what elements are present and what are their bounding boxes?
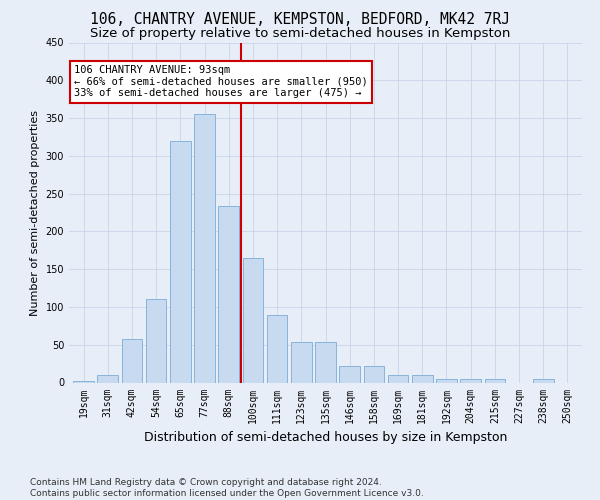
Bar — [436, 378, 457, 382]
Bar — [146, 300, 166, 382]
Bar — [315, 342, 336, 382]
Text: 106, CHANTRY AVENUE, KEMPSTON, BEDFORD, MK42 7RJ: 106, CHANTRY AVENUE, KEMPSTON, BEDFORD, … — [90, 12, 510, 28]
Text: Contains HM Land Registry data © Crown copyright and database right 2024.
Contai: Contains HM Land Registry data © Crown c… — [30, 478, 424, 498]
Bar — [485, 378, 505, 382]
Bar — [73, 381, 94, 382]
Bar — [122, 340, 142, 382]
Y-axis label: Number of semi-detached properties: Number of semi-detached properties — [30, 110, 40, 316]
Bar — [170, 140, 191, 382]
Bar — [218, 206, 239, 382]
Bar — [267, 314, 287, 382]
Bar — [533, 378, 554, 382]
Text: 106 CHANTRY AVENUE: 93sqm
← 66% of semi-detached houses are smaller (950)
33% of: 106 CHANTRY AVENUE: 93sqm ← 66% of semi-… — [74, 65, 368, 98]
Bar — [194, 114, 215, 382]
Bar — [388, 375, 409, 382]
Bar — [364, 366, 384, 382]
Bar — [340, 366, 360, 382]
Bar — [412, 375, 433, 382]
Bar — [460, 378, 481, 382]
Bar — [291, 342, 311, 382]
Bar — [242, 258, 263, 382]
X-axis label: Distribution of semi-detached houses by size in Kempston: Distribution of semi-detached houses by … — [144, 431, 507, 444]
Text: Size of property relative to semi-detached houses in Kempston: Size of property relative to semi-detach… — [90, 28, 510, 40]
Bar — [97, 375, 118, 382]
